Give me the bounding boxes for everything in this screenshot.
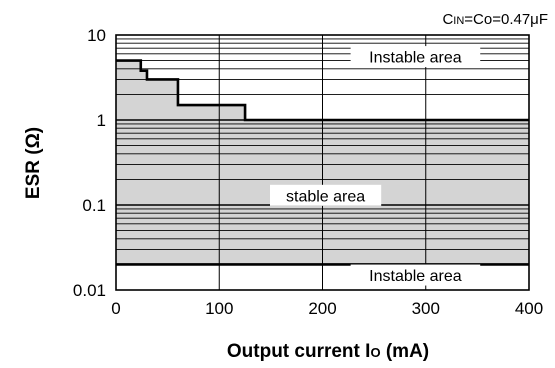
x-tick-label: 0 [111, 299, 120, 318]
region-label-bottom: Instable area [369, 268, 462, 285]
annotation-sub: IN [453, 15, 464, 27]
y-axis-title: ESR (Ω) [23, 127, 44, 199]
tick-label-layer: 0 100 200 300 400 0.01 0.1 1 10 [73, 26, 543, 318]
y-tick-label: 10 [87, 26, 106, 45]
x-axis-title-main: Output current I [227, 341, 371, 362]
region-label-middle: stable area [286, 188, 365, 205]
boundary-layer [116, 59, 529, 266]
y-tick-label: 1 [97, 111, 106, 130]
region-label-top: Instable area [369, 50, 462, 67]
region-label-background [269, 184, 382, 206]
x-tick-label: 100 [205, 299, 233, 318]
x-axis-title: Output current IO (mA) [227, 341, 429, 362]
region-label-background [350, 46, 481, 68]
x-tick-label: 400 [515, 299, 543, 318]
plot-frame-layer [115, 34, 530, 291]
x-tick-label: 200 [308, 299, 336, 318]
plot-frame [115, 34, 530, 291]
y-tick-label: 0.1 [82, 196, 106, 215]
stable-upper-boundary-line [116, 59, 529, 122]
region-label-background [350, 264, 481, 286]
annotation-top-right: CIN=Co=0.47μF [442, 11, 548, 28]
y-tick-label: 0.01 [73, 281, 106, 300]
x-axis-title-sub: O [370, 345, 380, 360]
x-axis-title-unit: (mA) [381, 341, 430, 362]
region-label-layer: Instable area stable area Instable area [269, 46, 481, 286]
annotation-rest: =Co=0.47μF [464, 11, 548, 28]
x-tick-label: 300 [412, 299, 440, 318]
annotation-c: C [442, 11, 453, 28]
